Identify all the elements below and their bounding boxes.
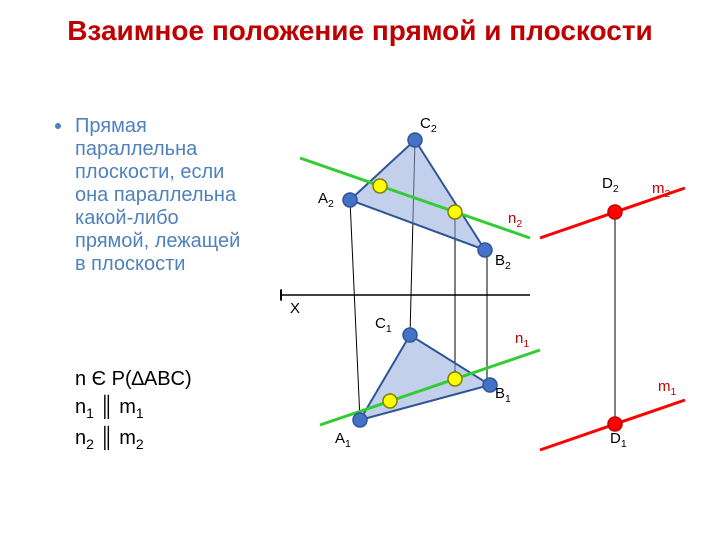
point-D2 <box>608 205 622 219</box>
point-D1 <box>608 417 622 431</box>
diagram: A2B2C2A1B1C1n2n1m2m1D2D1X <box>280 120 700 490</box>
triangle-bottom <box>360 335 490 420</box>
label-m2: m2 <box>652 180 670 200</box>
formula-block: n Є P(∆ABC)n1 ║ m1n2 ║ m2 <box>75 365 192 454</box>
proj-A <box>350 200 360 420</box>
n2-int-1 <box>373 179 387 193</box>
label-C2: C2 <box>420 115 437 135</box>
n2-int-2 <box>448 205 462 219</box>
bullet-text: Прямая параллельна плоскости, если она п… <box>75 115 245 276</box>
point-A1 <box>353 413 367 427</box>
label-X: X <box>290 300 300 317</box>
n1-int-2 <box>448 372 462 386</box>
point-C2 <box>408 133 422 147</box>
label-D1: D1 <box>610 430 627 450</box>
title-text: Взаимное положение прямой и плоскости <box>67 15 653 46</box>
triangle-top <box>350 140 485 250</box>
label-C1: C1 <box>375 315 392 335</box>
label-m1: m1 <box>658 378 676 398</box>
label-B2: B2 <box>495 252 511 272</box>
point-C1 <box>403 328 417 342</box>
bullet-dot-icon <box>55 123 61 129</box>
label-n2: n2 <box>508 210 522 230</box>
label-B1: B1 <box>495 385 511 405</box>
page-title: Взаимное положение прямой и плоскости <box>0 15 720 47</box>
label-n1: n1 <box>515 330 529 350</box>
bullet-block: Прямая параллельна плоскости, если она п… <box>55 115 245 276</box>
point-B2 <box>478 243 492 257</box>
label-A2: A2 <box>318 190 334 210</box>
n1-int-1 <box>383 394 397 408</box>
label-D2: D2 <box>602 175 619 195</box>
label-A1: A1 <box>335 430 351 450</box>
point-A2 <box>343 193 357 207</box>
